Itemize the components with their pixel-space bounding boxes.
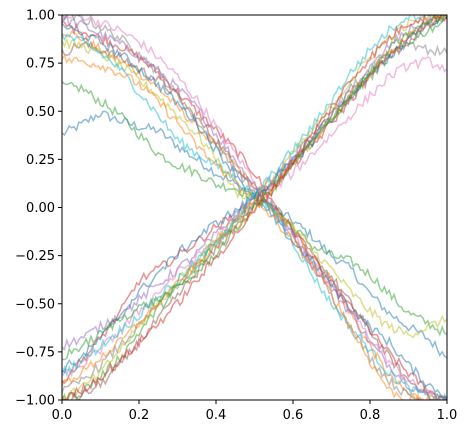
series-line-23 [62, 15, 447, 361]
x-tick-label: 0.6 [283, 408, 304, 423]
y-tick-label: −0.25 [15, 249, 55, 264]
series-line-8 [62, 15, 447, 400]
x-axis: 0.0 0.2 0.4 0.6 0.8 1.0 [52, 400, 458, 423]
series-line-22 [62, 15, 447, 387]
series-line-7 [62, 15, 447, 400]
series-line-21 [62, 15, 447, 374]
y-axis: 1.00 0.75 0.50 0.25 0.00 −0.25 −0.50 −0.75 −1.00 [15, 9, 62, 409]
series-line-5 [62, 15, 447, 400]
x-tick-label: 1.0 [437, 408, 458, 423]
y-tick-label: 0.00 [26, 201, 55, 216]
y-tick-label: −0.75 [15, 345, 55, 360]
series-line-10 [62, 33, 447, 400]
series-line-24 [62, 15, 447, 400]
series-lines [62, 15, 447, 400]
y-tick-label: 0.75 [26, 57, 55, 72]
x-tick-label: 0.4 [206, 408, 227, 423]
y-tick-label: 1.00 [26, 9, 55, 24]
y-tick-label: −0.50 [15, 297, 55, 312]
y-tick-label: 0.50 [26, 105, 55, 120]
x-tick-label: 0.2 [129, 408, 150, 423]
y-tick-label: 0.25 [26, 153, 55, 168]
x-tick-label: 0.8 [360, 408, 381, 423]
series-line-6 [62, 40, 447, 400]
x-tick-label: 0.0 [52, 408, 73, 423]
y-tick-label: −1.00 [15, 394, 55, 409]
